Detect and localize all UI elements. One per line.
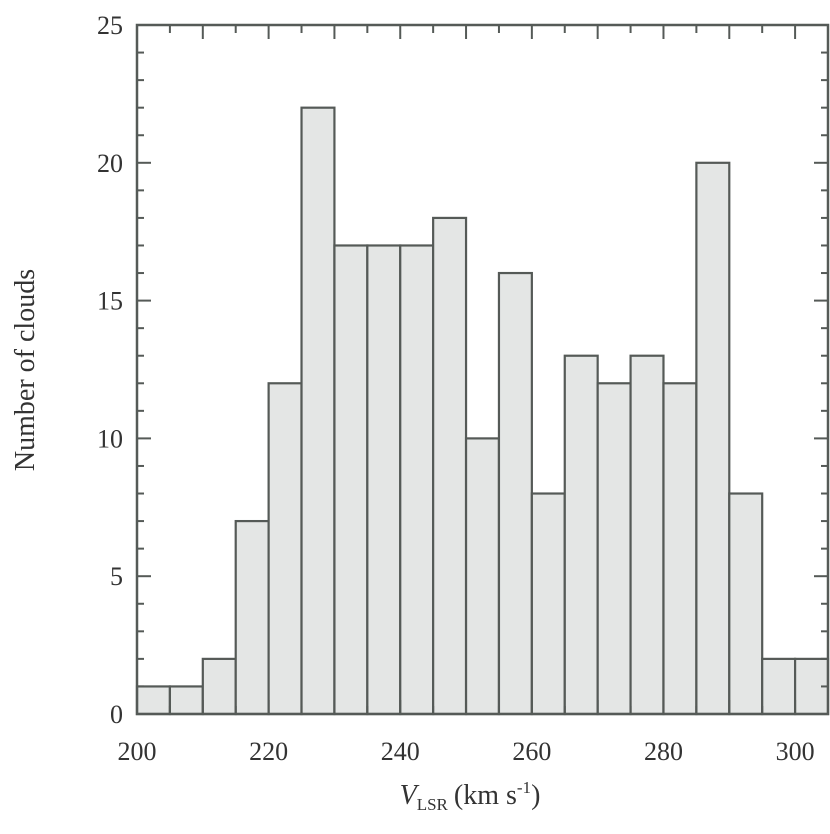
histogram-bar	[300, 106, 336, 716]
y-tick-label: 20	[97, 149, 123, 178]
x-axis-title: VLSR (km s-1)	[400, 778, 541, 814]
histogram-bar	[596, 382, 632, 716]
x-axis-subscript: LSR	[417, 795, 449, 814]
histogram-bar	[135, 685, 172, 716]
x-tick-label: 220	[249, 737, 288, 766]
y-axis-title: Number of clouds	[10, 269, 41, 471]
x-axis-unit: (km s	[454, 780, 517, 811]
x-tick-label: 200	[118, 737, 157, 766]
x-tick-label: 240	[381, 737, 420, 766]
y-tick-label: 25	[97, 11, 123, 40]
y-tick-label: 10	[97, 424, 123, 453]
histogram-bar	[201, 657, 237, 716]
histogram-bar	[761, 657, 797, 716]
histogram-bar	[267, 382, 303, 716]
x-axis-close: )	[531, 780, 540, 811]
histogram-bar	[563, 354, 599, 716]
histogram-bar	[530, 492, 566, 716]
x-axis-superscript: -1	[517, 778, 531, 797]
histogram-bar	[728, 492, 764, 716]
histogram-bar	[464, 437, 501, 716]
histogram-bar	[399, 244, 435, 716]
histogram-bar	[695, 161, 731, 716]
x-tick-label: 260	[512, 737, 551, 766]
x-axis-var: V	[400, 780, 420, 811]
histogram-bar	[432, 216, 468, 716]
histogram-bar	[629, 354, 665, 716]
x-tick-label: 280	[644, 737, 683, 766]
y-tick-label: 5	[110, 562, 123, 591]
histogram-bar	[234, 519, 270, 716]
y-tick-label: 0	[110, 700, 123, 729]
y-tick-label: 15	[97, 287, 123, 316]
x-tick-label: 300	[776, 737, 815, 766]
histogram-bar	[662, 382, 698, 716]
histogram-bar	[333, 244, 369, 716]
histogram-bar	[497, 271, 533, 716]
histogram-bar	[168, 685, 204, 716]
y-tick-labels: 0 5 10 15 20 25	[97, 11, 123, 729]
x-tick-labels: 200 220 240 260 280 300	[118, 737, 815, 766]
histogram-bar	[366, 244, 402, 716]
bars-group	[135, 106, 830, 716]
plot-frame	[135, 23, 830, 716]
